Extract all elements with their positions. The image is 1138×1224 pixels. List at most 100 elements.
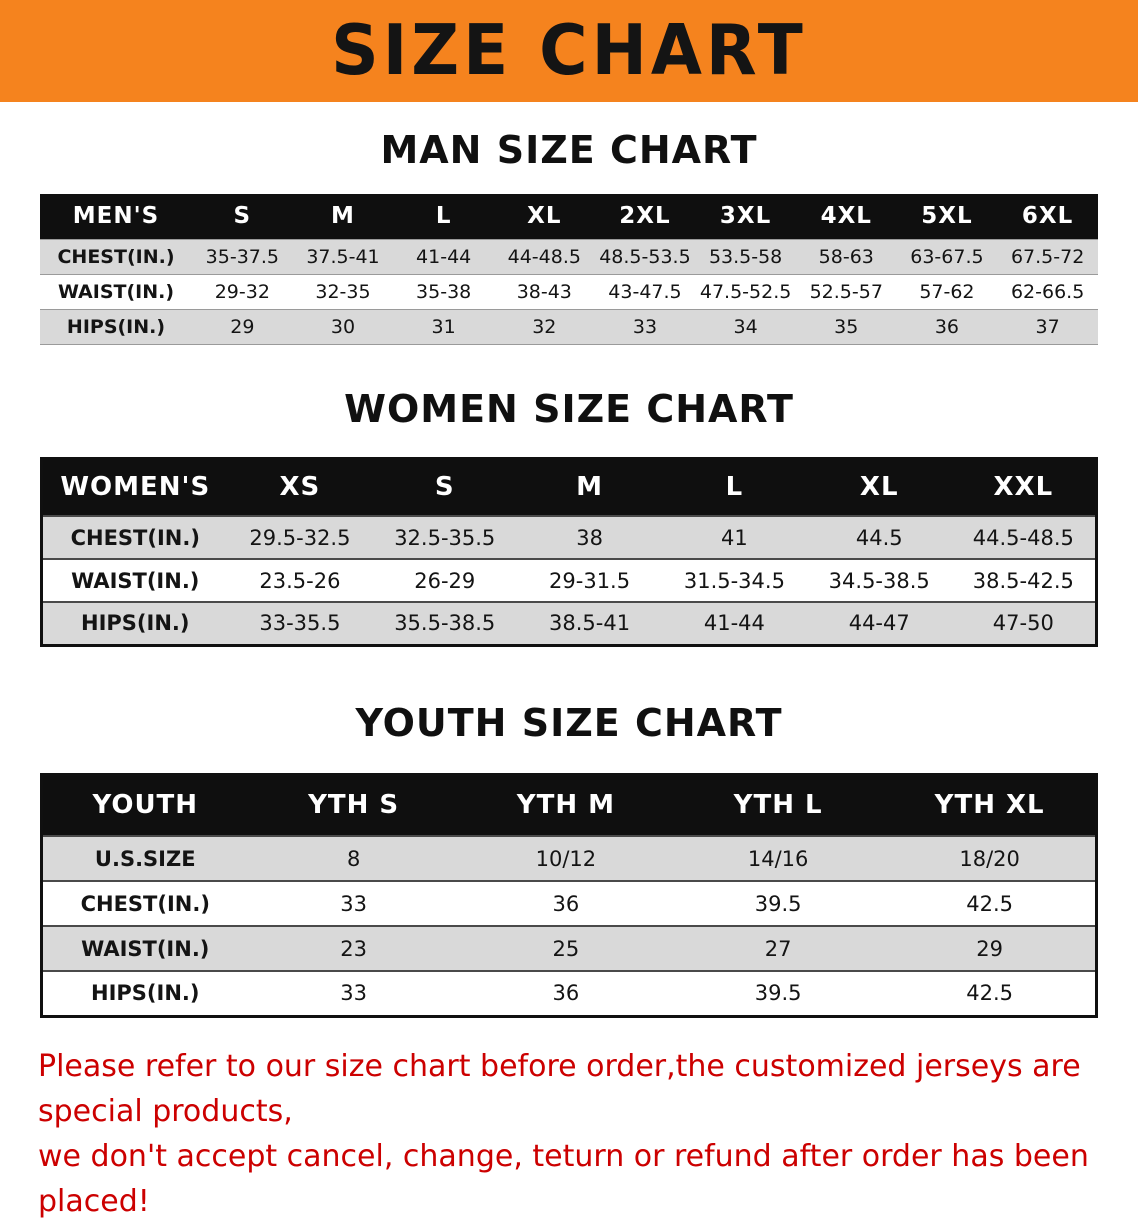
size-value: 18/20 [884,835,1097,881]
column-header: YTH M [459,774,672,836]
size-value: 41-44 [661,601,807,645]
size-value: 52.5-57 [795,273,897,309]
size-value: 37 [997,308,1098,344]
size-value: 29 [884,925,1097,971]
table-title-cell: WOMEN'S [41,458,228,516]
column-header: XL [806,458,952,516]
size-value: 33-35.5 [227,601,373,645]
size-value: 57-62 [896,273,998,309]
row-label: HIPS(IN.) [41,601,228,645]
footer-line-2: we don't accept cancel, change, teturn o… [38,1138,1089,1219]
size-value: 29-31.5 [517,558,662,602]
size-value: 48.5-53.5 [594,238,696,274]
youth-size-chart-heading: YOUTH SIZE CHART [355,700,783,745]
table-row: HIPS(IN.) 33 36 39.5 42.5 [41,970,1097,1016]
column-header: L [393,194,494,239]
table-header-row: YOUTH YTH S YTH M YTH L YTH XL [41,774,1097,836]
row-label: CHEST(IN.) [41,515,228,559]
column-header: S [192,194,293,239]
size-value: 39.5 [672,970,885,1016]
size-value: 39.5 [672,880,885,926]
table-row: HIPS(IN.) 29 30 31 32 33 34 35 36 37 [40,308,1098,344]
table-header-row: WOMEN'S XS S M L XL XXL [41,458,1097,516]
table-row: WAIST(IN.) 23 25 27 29 [41,925,1097,971]
row-label: CHEST(IN.) [41,880,248,926]
size-value: 31 [393,308,494,344]
size-value: 38.5-42.5 [951,558,1097,602]
row-label: WAIST(IN.) [40,273,192,309]
size-value: 43-47.5 [594,273,696,309]
size-value: 47-50 [951,601,1097,645]
size-value: 29.5-32.5 [227,515,373,559]
size-value: 42.5 [884,880,1097,926]
size-value: 44-47 [806,601,952,645]
row-label: HIPS(IN.) [41,970,248,1016]
size-value: 23.5-26 [227,558,373,602]
size-value: 32.5-35.5 [372,515,518,559]
column-header: YTH S [247,774,460,836]
womens-size-table: WOMEN'S XS S M L XL XXL CHEST(IN.) 29.5-32.5 32.5… [40,456,1098,647]
size-value: 38 [517,515,662,559]
column-header: L [661,458,807,516]
youth-size-table: YOUTH YTH S YTH M YTH L YTH XL U.S.SIZE 8 10/12… [40,772,1098,1018]
size-value: 14/16 [672,835,885,881]
column-header: S [372,458,518,516]
size-value: 29 [192,308,293,344]
size-value: 33 [247,880,460,926]
size-value: 42.5 [884,970,1097,1016]
size-value: 35 [795,308,897,344]
footer-notice: Please refer to our size chart before or… [38,1044,1100,1224]
women-size-chart-section: WOMEN SIZE CHART WOMEN'S XS S M L XL XXL CHEST(… [0,387,1138,647]
size-value: 26-29 [372,558,518,602]
size-chart-banner: SIZE CHART [0,0,1138,102]
size-value: 36 [896,308,998,344]
size-value: 34.5-38.5 [806,558,952,602]
size-value: 67.5-72 [997,238,1098,274]
table-title-cell: MEN'S [40,194,192,239]
table-row: U.S.SIZE 8 10/12 14/16 18/20 [41,835,1097,881]
table-title-cell: YOUTH [41,774,248,836]
table-row: HIPS(IN.) 33-35.5 35.5-38.5 38.5-41 41-44 44-… [41,601,1097,645]
column-header: M [517,458,662,516]
size-value: 38-43 [493,273,595,309]
column-header: YTH L [672,774,885,836]
banner-title: SIZE CHART [331,10,807,91]
size-value: 63-67.5 [896,238,998,274]
size-value: 44.5 [806,515,952,559]
row-label: WAIST(IN.) [41,558,228,602]
size-value: 58-63 [795,238,897,274]
footer-line-1: Please refer to our size chart before or… [38,1048,1081,1129]
table-row: WAIST(IN.) 23.5-26 26-29 29-31.5 31.5-34.5 34… [41,558,1097,602]
column-header: XL [493,194,595,239]
table-row: WAIST(IN.) 29-32 32-35 35-38 38-43 43-47.5 47.… [40,273,1098,309]
size-value: 30 [292,308,394,344]
table-row: CHEST(IN.) 33 36 39.5 42.5 [41,880,1097,926]
size-value: 47.5-52.5 [695,273,796,309]
row-label: CHEST(IN.) [40,238,192,274]
size-value: 37.5-41 [292,238,394,274]
size-value: 27 [672,925,885,971]
column-header: XXL [951,458,1097,516]
row-label: HIPS(IN.) [40,308,192,344]
size-value: 53.5-58 [695,238,796,274]
size-value: 32-35 [292,273,394,309]
youth-size-chart-section: YOUTH SIZE CHART YOUTH YTH S YTH M YTH L YTH… [0,701,1138,1018]
size-value: 36 [459,880,672,926]
size-value: 33 [247,970,460,1016]
size-value: 35.5-38.5 [372,601,518,645]
column-header: 2XL [594,194,696,239]
size-value: 34 [695,308,796,344]
size-value: 29-32 [192,273,293,309]
mens-size-table: MEN'S S M L XL 2XL 3XL 4XL 5XL 6XL CHEST(IN.) 35-37… [40,194,1098,345]
size-value: 35-37.5 [192,238,293,274]
man-size-chart-section: MAN SIZE CHART MEN'S S M L XL 2XL 3XL 4XL 5XL 6XL… [0,128,1138,345]
column-header: YTH XL [884,774,1097,836]
size-value: 8 [247,835,460,881]
size-value: 10/12 [459,835,672,881]
size-value: 44.5-48.5 [951,515,1097,559]
column-header: 6XL [997,194,1098,239]
size-value: 62-66.5 [997,273,1098,309]
size-value: 25 [459,925,672,971]
size-value: 41-44 [393,238,494,274]
size-value: 31.5-34.5 [661,558,807,602]
